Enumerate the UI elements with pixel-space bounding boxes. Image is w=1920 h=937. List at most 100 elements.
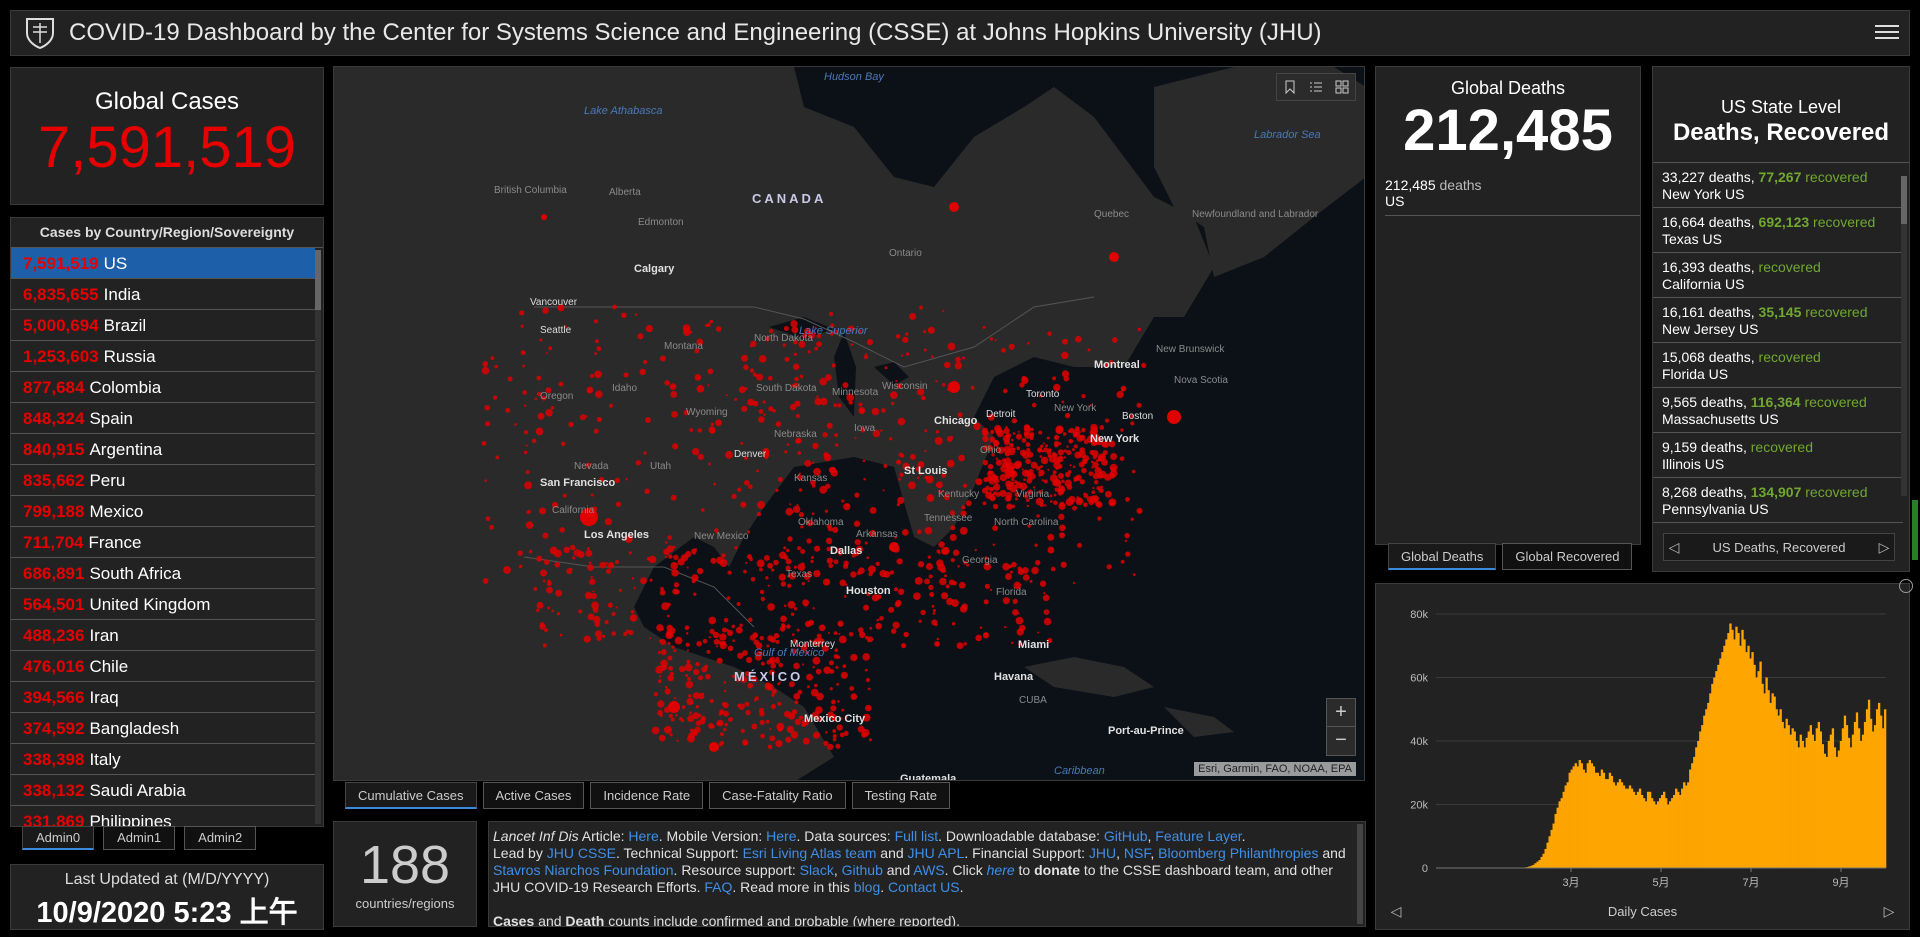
country-list-item[interactable]: 5,000,694 Brazil (11, 310, 315, 341)
zoom-out-button[interactable]: − (1335, 729, 1347, 751)
state-recovered-label: recovered (1758, 349, 1821, 365)
map-label-north-dakota: North Dakota (754, 333, 813, 344)
bloomberg-link[interactable]: Bloomberg Philanthropies (1158, 845, 1319, 861)
case-bubble (949, 510, 956, 516)
nsf-link[interactable]: NSF (1123, 845, 1151, 861)
state-list-item[interactable]: 16,393 deaths, recovered California US (1653, 253, 1903, 298)
jhu-apl-link[interactable]: JHU APL (907, 845, 965, 861)
bookmark-icon[interactable] (1277, 74, 1303, 100)
case-bubble (580, 508, 598, 526)
tab-admin0[interactable]: Admin0 (22, 826, 95, 850)
state-list-item[interactable]: 16,664 deaths, 692,123 recovered Texas US (1653, 208, 1903, 253)
state-list-item[interactable]: 33,227 deaths, 77,267 recovered New York … (1653, 163, 1903, 208)
tab-global-recovered[interactable]: Global Recovered (1502, 543, 1633, 570)
chart-prev-arrow-icon[interactable]: ◁ (1390, 902, 1402, 919)
tab-incidence-rate[interactable]: Incidence Rate (590, 782, 704, 809)
case-bubble (637, 333, 644, 340)
contact-link[interactable]: Contact US (888, 879, 960, 895)
state-list-item[interactable]: 16,161 deaths, 35,145 recovered New Jerse… (1653, 298, 1903, 343)
country-list-item[interactable]: 338,132 Saudi Arabia (11, 775, 315, 806)
hamburger-menu-icon[interactable] (1875, 21, 1899, 45)
zoom-in-button[interactable]: + (1327, 699, 1355, 727)
state-list-scrollbar[interactable] (1901, 176, 1907, 496)
case-bubble (928, 574, 933, 579)
esri-link[interactable]: Esri Living Atlas team (742, 845, 877, 861)
country-list-item[interactable]: 848,324 Spain (11, 403, 315, 434)
case-bubble (689, 428, 694, 432)
country-list-item[interactable]: 394,566 Iraq (11, 682, 315, 713)
deaths-list-item[interactable]: 212,485 deaths US (1385, 177, 1640, 216)
stavros-link[interactable]: Stavros Niarchos Foundation (493, 862, 674, 878)
country-list-item[interactable]: 338,398 Italy (11, 744, 315, 775)
chart-next-arrow-icon[interactable]: ▷ (1883, 902, 1895, 919)
case-bubble (764, 336, 770, 342)
next-arrow-icon[interactable]: ▷ (1878, 538, 1890, 555)
case-bubble (694, 348, 700, 354)
jhu-csse-link[interactable]: JHU CSSE (546, 845, 616, 861)
country-list-item[interactable]: 6,835,655 India (11, 279, 315, 310)
feature-layer-link[interactable]: Feature Layer (1155, 828, 1242, 844)
case-map[interactable]: Hudson Bay Labrador Sea Lake Athabasca G… (333, 66, 1365, 781)
jhu-link[interactable]: JHU (1088, 845, 1117, 861)
case-bubble (493, 395, 498, 400)
case-bubble (635, 460, 642, 466)
data-sources-link[interactable]: Full list (894, 828, 939, 844)
case-bubble (835, 443, 839, 447)
aws-link[interactable]: AWS (913, 862, 945, 878)
state-list-item[interactable]: 15,068 deaths, recovered Florida US (1653, 343, 1903, 388)
chart-bar (1654, 804, 1658, 868)
country-list-item[interactable]: 1,253,603 Russia (11, 341, 315, 372)
case-bubble (1067, 429, 1071, 433)
country-list-item[interactable]: 488,236 Iran (11, 620, 315, 651)
country-list-item[interactable]: 331,869 Philippines (11, 806, 315, 826)
slack-link[interactable]: Slack (799, 862, 834, 878)
case-bubble (1102, 362, 1108, 368)
state-list-item[interactable]: 8,268 deaths, 134,907 recovered Pennsylva… (1653, 478, 1903, 523)
blog-link[interactable]: blog (853, 879, 881, 895)
country-list-item[interactable]: 835,662 Peru (11, 465, 315, 496)
tab-admin2[interactable]: Admin2 (184, 826, 257, 850)
tab-admin1[interactable]: Admin1 (103, 826, 176, 850)
tab-active-cases[interactable]: Active Cases (482, 782, 585, 809)
chart-bar (1713, 677, 1716, 868)
case-bubble (808, 719, 811, 722)
faq-link[interactable]: FAQ (704, 879, 733, 895)
country-list-item[interactable]: 476,016 Chile (11, 651, 315, 682)
country-list-item[interactable]: 799,188 Mexico (11, 496, 315, 527)
case-bubble (670, 494, 677, 501)
expand-icon[interactable] (1899, 579, 1913, 593)
state-list-item[interactable]: 9,159 deaths, recovered Illinois US (1653, 433, 1903, 478)
mobile-version-link[interactable]: Here (766, 828, 797, 844)
country-list-item[interactable]: 564,501 United Kingdom (11, 589, 315, 620)
tab-testing-rate[interactable]: Testing Rate (851, 782, 950, 809)
case-bubble (833, 329, 838, 335)
country-list-item[interactable]: 711,704 France (11, 527, 315, 558)
country-list-item[interactable]: 686,891 South Africa (11, 558, 315, 589)
chart-bar (1799, 734, 1802, 868)
case-bubble (751, 723, 758, 730)
legend-list-icon[interactable] (1303, 74, 1329, 100)
prev-arrow-icon[interactable]: ◁ (1668, 538, 1680, 555)
case-bubble (719, 559, 728, 568)
basemap-gallery-icon[interactable] (1329, 74, 1355, 100)
country-list-item[interactable]: 877,684 Colombia (11, 372, 315, 403)
info-scrollbar[interactable] (1357, 824, 1363, 924)
country-list-scrollbar[interactable] (315, 250, 321, 824)
tab-global-deaths[interactable]: Global Deaths (1388, 543, 1497, 570)
map-label-oklahoma: Oklahoma (798, 517, 844, 528)
case-bubble (787, 536, 793, 542)
state-list-item[interactable]: 9,565 deaths, 116,364 recovered Massachus… (1653, 388, 1903, 433)
chart-bar (1727, 633, 1730, 868)
country-list-item[interactable]: 7,591,519 US (11, 248, 315, 279)
github-link[interactable]: GitHub (1103, 828, 1148, 844)
country-list-item[interactable]: 374,592 Bangladesh (11, 713, 315, 744)
tab-case-fatality-ratio[interactable]: Case-Fatality Ratio (709, 782, 846, 809)
tab-cumulative-cases[interactable]: Cumulative Cases (345, 782, 477, 809)
page-scrollbar[interactable] (1912, 500, 1918, 560)
info-text: . (880, 879, 889, 895)
donate-link[interactable]: here (986, 862, 1015, 878)
article-link[interactable]: Here (628, 828, 659, 844)
github-support-link[interactable]: Github (841, 862, 883, 878)
case-bubble (536, 391, 542, 397)
country-list-item[interactable]: 840,915 Argentina (11, 434, 315, 465)
